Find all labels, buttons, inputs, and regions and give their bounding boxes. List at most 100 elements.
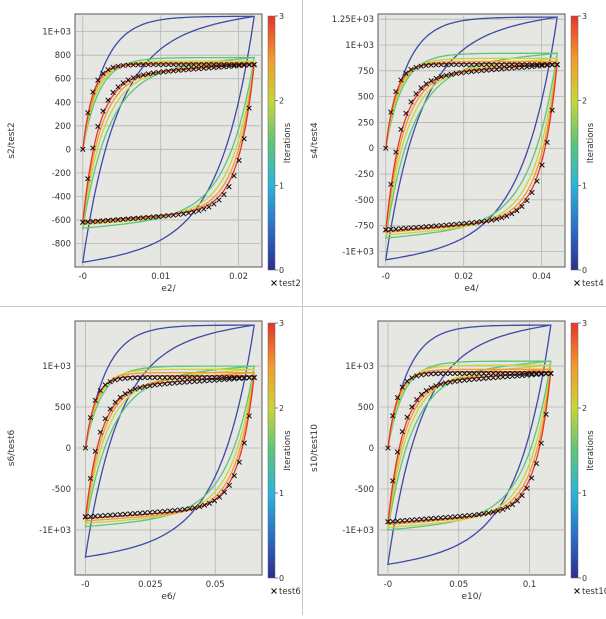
test-marker bbox=[538, 440, 544, 446]
test-marker bbox=[180, 211, 187, 217]
test-marker bbox=[519, 492, 525, 499]
test-marker bbox=[433, 515, 439, 521]
test-marker bbox=[437, 381, 444, 387]
test-marker bbox=[408, 66, 414, 73]
test-marker bbox=[201, 206, 207, 212]
test-marker bbox=[155, 69, 162, 76]
test-marker bbox=[105, 66, 111, 73]
test-marker bbox=[147, 374, 153, 381]
test-marker bbox=[162, 381, 168, 387]
test-marker bbox=[137, 385, 143, 391]
test-marker bbox=[442, 380, 449, 386]
test-marker bbox=[494, 61, 500, 68]
test-marker bbox=[514, 208, 520, 214]
colorbar-label: Iterations bbox=[283, 430, 293, 471]
test-marker bbox=[448, 222, 454, 228]
test-marker bbox=[105, 217, 111, 224]
test-marker bbox=[423, 62, 429, 69]
test-marker bbox=[485, 510, 492, 516]
test-marker bbox=[170, 61, 177, 68]
test-marker bbox=[95, 123, 101, 130]
test-marker bbox=[385, 445, 391, 451]
test-marker bbox=[538, 371, 544, 377]
colorbar-tick-label: 3 bbox=[582, 12, 587, 21]
test-marker bbox=[135, 215, 141, 221]
test-marker bbox=[494, 66, 500, 72]
test-marker bbox=[478, 61, 485, 68]
test-marker bbox=[187, 379, 193, 385]
test-marker bbox=[182, 379, 188, 385]
test-marker bbox=[137, 375, 143, 381]
test-marker bbox=[162, 374, 168, 381]
test-marker bbox=[145, 71, 151, 77]
test-marker bbox=[102, 415, 108, 422]
test-marker bbox=[97, 387, 103, 394]
x-tick-label: 0.02 bbox=[229, 272, 248, 282]
test-marker bbox=[519, 203, 525, 210]
y-tick-label: -800 bbox=[52, 239, 71, 249]
x-tick-label: 0.05 bbox=[206, 580, 225, 590]
x-tick-label: 0.05 bbox=[449, 580, 468, 590]
chart-svg: -0 0.02 0.04 -1E+03 -750 -500 -250 0 250 500 750 1E… bbox=[310, 12, 604, 294]
test-marker bbox=[216, 197, 222, 203]
test-marker bbox=[495, 508, 501, 514]
test-marker bbox=[499, 215, 505, 221]
test-marker bbox=[544, 139, 550, 145]
test-marker bbox=[125, 62, 131, 68]
test-marker bbox=[246, 413, 252, 419]
test-marker bbox=[125, 77, 131, 83]
colorbar-tick-label: 2 bbox=[279, 97, 284, 106]
test-marker bbox=[529, 475, 535, 481]
colorbar-tick-label: 0 bbox=[279, 574, 284, 583]
test-marker bbox=[549, 62, 555, 68]
test-marker bbox=[231, 473, 238, 479]
test-marker bbox=[534, 178, 540, 184]
y-tick-label: -500 bbox=[52, 485, 71, 495]
test-marker bbox=[221, 61, 227, 68]
test-marker bbox=[191, 374, 198, 381]
test-marker bbox=[529, 372, 535, 378]
test-marker bbox=[226, 184, 232, 190]
test-marker bbox=[236, 459, 242, 465]
test-marker bbox=[438, 74, 444, 80]
test-marker bbox=[433, 62, 439, 68]
test-marker bbox=[241, 61, 247, 68]
test-marker bbox=[414, 373, 420, 379]
test-marker bbox=[471, 376, 477, 382]
test-marker bbox=[115, 84, 121, 90]
test-marker bbox=[514, 373, 520, 379]
test-marker bbox=[433, 371, 439, 377]
test-marker bbox=[196, 66, 202, 72]
test-marker bbox=[414, 396, 420, 403]
colorbar bbox=[267, 322, 276, 579]
colorbar-tick-label: 3 bbox=[279, 319, 284, 328]
test-marker bbox=[533, 460, 540, 467]
test-marker bbox=[201, 65, 207, 71]
test-marker bbox=[428, 223, 434, 229]
test-marker bbox=[196, 503, 203, 510]
test-marker bbox=[473, 61, 480, 68]
test-marker bbox=[236, 375, 242, 382]
test-marker bbox=[165, 61, 172, 68]
test-marker bbox=[388, 109, 394, 115]
test-marker bbox=[140, 72, 146, 78]
test-marker bbox=[438, 62, 444, 68]
test-marker bbox=[187, 505, 193, 512]
test-marker bbox=[167, 508, 173, 514]
test-marker bbox=[418, 85, 424, 91]
test-marker bbox=[226, 482, 233, 489]
test-marker bbox=[127, 388, 133, 394]
y-tick-label: 200 bbox=[55, 122, 71, 132]
colorbar-label: Iterations bbox=[283, 122, 293, 163]
test-marker bbox=[132, 375, 138, 381]
test-marker bbox=[495, 374, 501, 380]
test-marker bbox=[463, 69, 470, 75]
test-marker bbox=[534, 63, 540, 69]
test-marker bbox=[191, 61, 197, 68]
test-marker bbox=[529, 370, 535, 377]
test-marker bbox=[216, 64, 222, 70]
test-marker bbox=[87, 475, 94, 482]
test-marker bbox=[414, 516, 420, 523]
colorbar-tick-label: 2 bbox=[279, 404, 284, 413]
y-tick-label: 600 bbox=[55, 75, 71, 85]
